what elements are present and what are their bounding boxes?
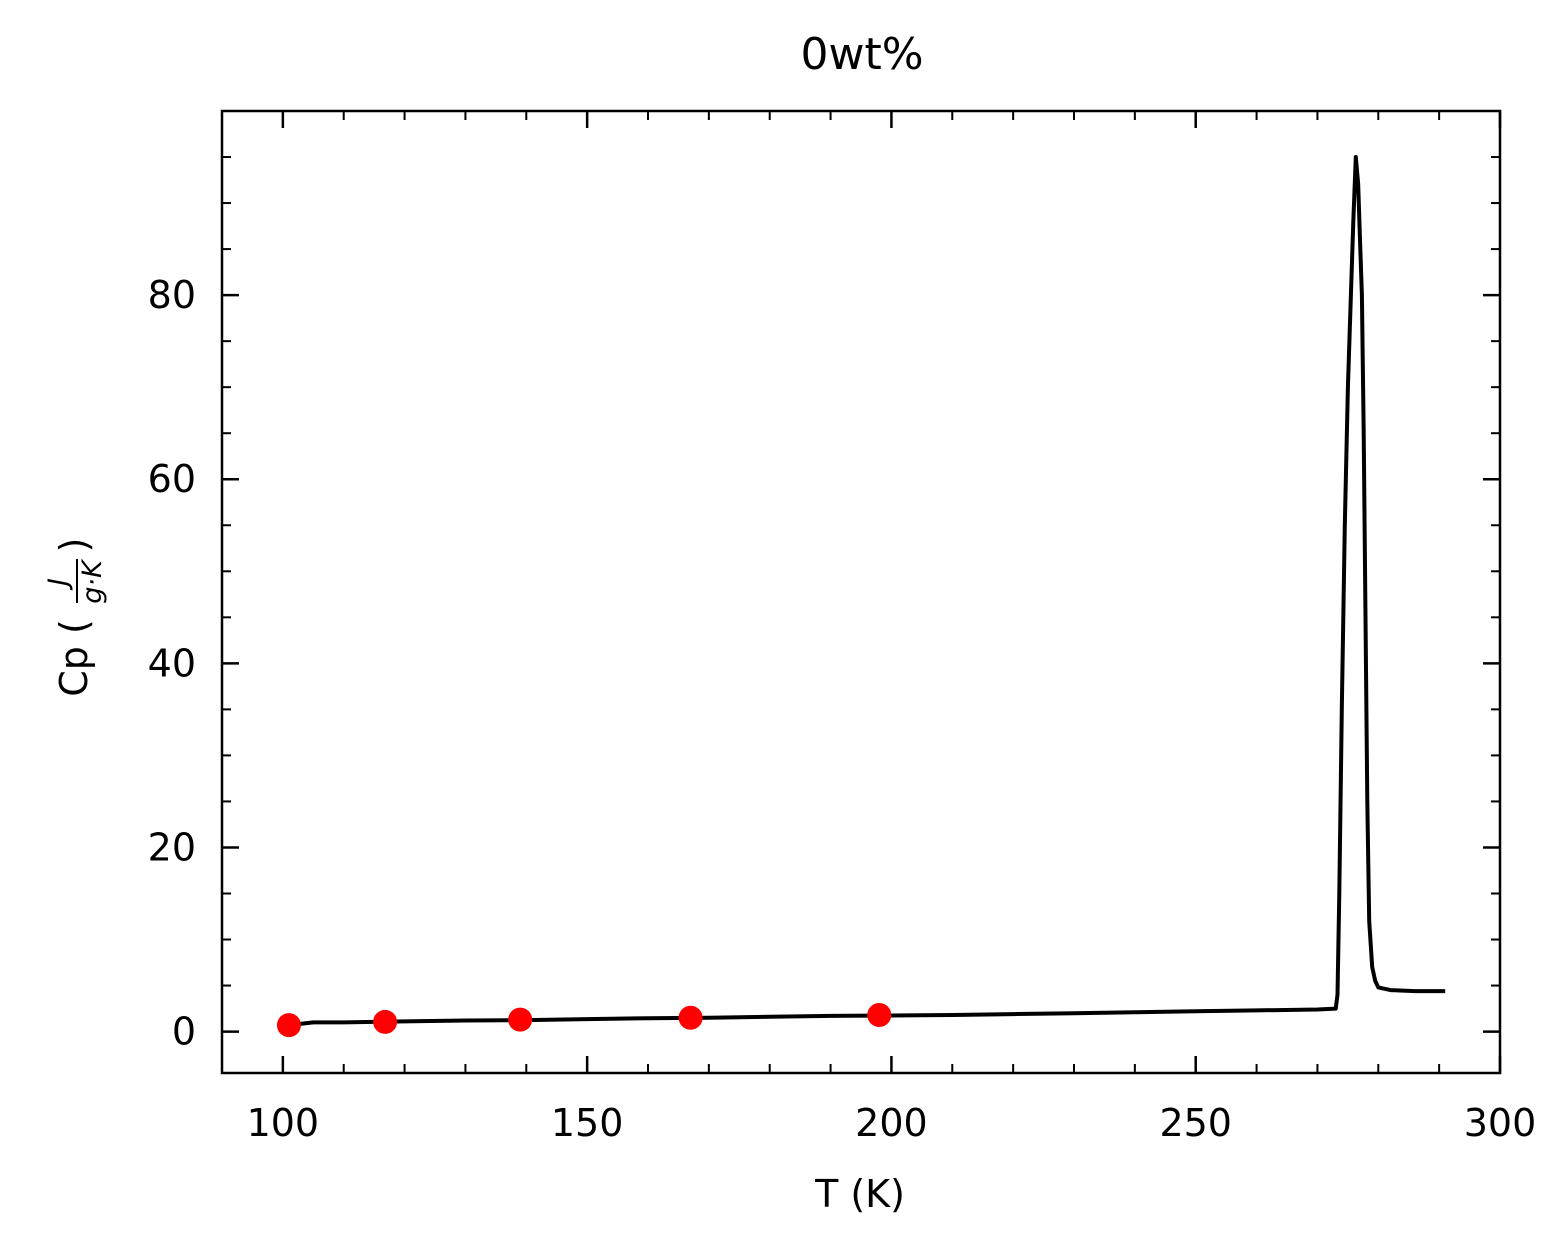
data-point-marker xyxy=(508,1007,533,1032)
data-point-marker xyxy=(276,1013,301,1038)
chart-title: 0wt% xyxy=(800,29,923,80)
plot-border xyxy=(220,109,1502,1075)
y-axis-label-prefix: Cp ( xyxy=(52,619,96,697)
y-axis-ticks: 0 20 40 60 80 xyxy=(148,110,1500,1054)
y-tick-label: 20 xyxy=(148,825,196,869)
x-tick-label: 200 xyxy=(855,1101,928,1145)
x-axis-ticks: 100 150 200 250 300 xyxy=(221,111,1537,1145)
y-axis-label-suffix: ) xyxy=(52,538,96,553)
x-tick-label: 250 xyxy=(1159,1101,1232,1145)
y-axis-label-numerator: J xyxy=(43,578,74,591)
x-axis-label: T (K) xyxy=(814,1172,905,1216)
y-axis-label-denominator: g·K xyxy=(77,558,108,604)
y-axis-label: Cp ( J g·K ) xyxy=(43,538,108,697)
y-tick-label: 80 xyxy=(148,273,196,317)
data-point-marker xyxy=(678,1005,703,1030)
plot-area xyxy=(220,109,1502,1075)
x-tick-label: 100 xyxy=(247,1101,320,1145)
series-line xyxy=(288,155,1446,1028)
y-tick-label: 0 xyxy=(172,1010,196,1054)
series-layer xyxy=(276,155,1446,1038)
data-point-marker xyxy=(867,1003,892,1028)
y-tick-label: 40 xyxy=(148,641,196,685)
x-tick-label: 300 xyxy=(1464,1101,1537,1145)
x-tick-label: 150 xyxy=(551,1101,624,1145)
y-tick-label: 60 xyxy=(148,457,196,501)
data-point-marker xyxy=(373,1009,398,1034)
